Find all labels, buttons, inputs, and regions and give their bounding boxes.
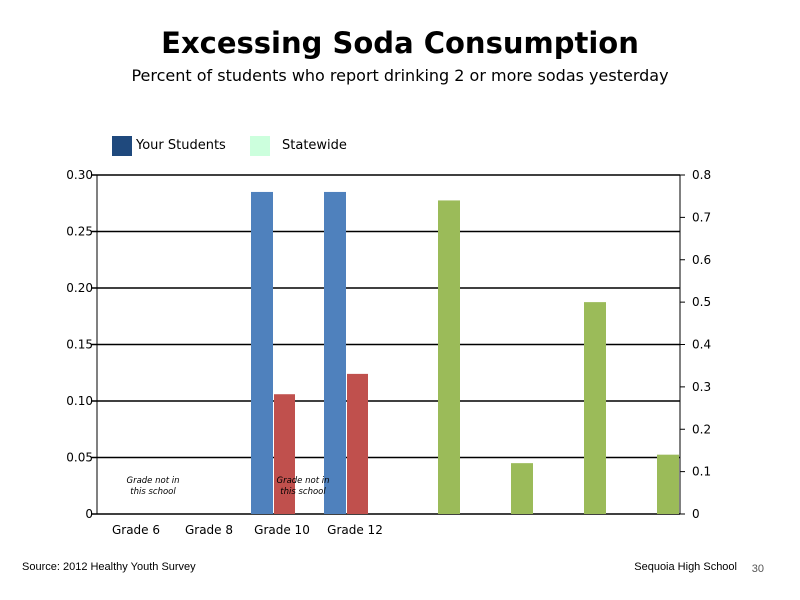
right-tick-label: 0.5 (692, 295, 711, 309)
chart-title: Excessing Soda Consumption (161, 26, 639, 60)
right-tick-label: 0 (692, 507, 700, 521)
page-number: 30 (751, 563, 764, 575)
x-tick-label: Grade 8 (185, 523, 233, 537)
x-tick-label: Grade 10 (254, 523, 310, 537)
annotation-text: Grade not in (127, 476, 180, 486)
left-tick-label: 0.30 (66, 168, 93, 182)
bar-statewide (584, 302, 606, 514)
bar-your-students (251, 191, 273, 514)
right-tick-label: 0.7 (692, 210, 711, 224)
right-tick-label: 0.6 (692, 253, 711, 267)
bar-statewide (657, 454, 679, 514)
annotation-text: Grade not in (277, 476, 330, 486)
legend-swatch-your-students (112, 136, 132, 156)
source-note: Source: 2012 Healthy Youth Survey (22, 561, 196, 573)
right-tick-label: 0.3 (692, 380, 711, 394)
left-tick-label: 0.10 (66, 394, 93, 408)
bar-statewide (511, 463, 533, 514)
legend-label-statewide: Statewide (282, 138, 347, 153)
left-tick-label: 0.25 (66, 225, 93, 239)
right-tick-label: 0.1 (692, 465, 711, 479)
right-tick-label: 0.8 (692, 168, 711, 182)
legend-swatch-statewide (250, 136, 270, 156)
legend-label-your-students: Your Students (136, 138, 226, 153)
left-tick-label: 0.15 (66, 338, 93, 352)
annotation-text: this school (280, 487, 326, 497)
bar-series-2 (274, 394, 295, 514)
right-tick-label: 0.4 (692, 338, 711, 352)
left-tick-label: 0.20 (66, 281, 93, 295)
left-tick-label: 0.05 (66, 451, 93, 465)
bar-series-2 (347, 373, 368, 514)
school-name: Sequoia High School (634, 561, 737, 573)
x-tick-label: Grade 6 (112, 523, 160, 537)
bar-your-students (324, 191, 346, 514)
x-tick-label: Grade 12 (327, 523, 383, 537)
chart-subtitle: Percent of students who report drinking … (131, 66, 669, 85)
annotation-text: this school (130, 487, 176, 497)
left-tick-label: 0 (85, 507, 93, 521)
bar-statewide (438, 200, 460, 515)
right-tick-label: 0.2 (692, 422, 711, 436)
